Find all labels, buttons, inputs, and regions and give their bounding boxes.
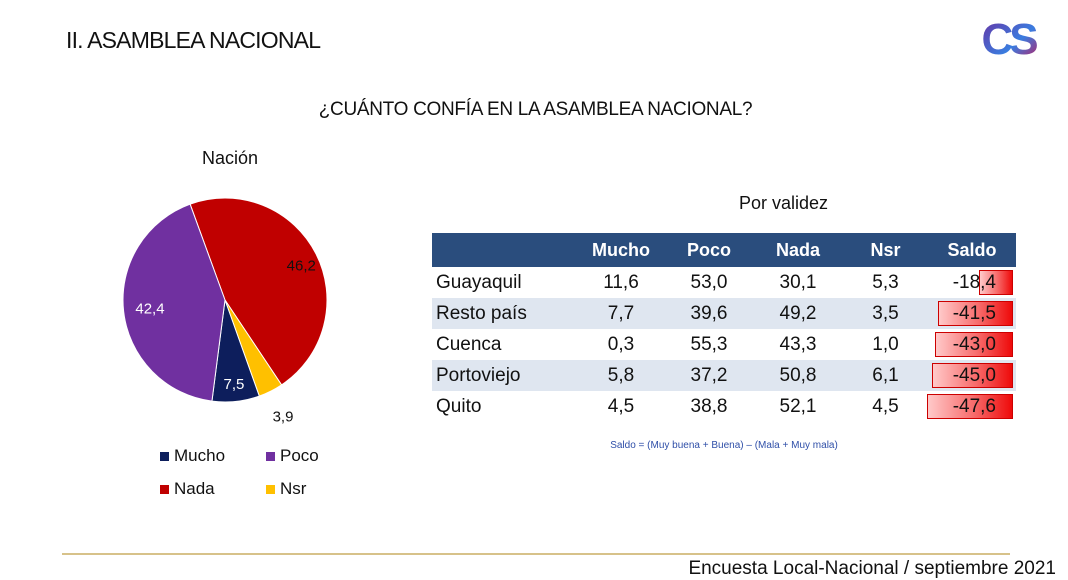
cell-nada: 52,1 (779, 395, 817, 417)
saldo-bar (938, 301, 1013, 326)
legend-label-poco: Poco (280, 446, 319, 465)
cell-poco: 53,0 (690, 271, 728, 293)
table-row: Resto país 7,7 39,6 49,2 3,5 -41,5 (432, 298, 1016, 329)
table-row: Quito 4,5 38,8 52,1 4,5 -47,6 (432, 391, 1016, 422)
saldo-bar (979, 270, 1013, 295)
cell-nada: 43,3 (779, 333, 817, 355)
svg-text:CS: CS (981, 15, 1037, 64)
col-header-poco: Poco (665, 233, 753, 267)
legend-swatch-mucho (160, 451, 169, 461)
cell-saldo: -47,6 (927, 391, 1016, 422)
table-title: Por validez (739, 193, 829, 213)
cell-nada: 49,2 (753, 298, 843, 329)
cell-mucho: 5,8 (577, 360, 665, 391)
validity-table: Mucho Poco Nada Nsr Saldo Guayaquil 11,6… (432, 233, 1016, 422)
pie-title: Nación (202, 148, 259, 168)
pie-label-poco: 42,4 (135, 300, 164, 317)
cell-nsr: 3,5 (843, 298, 928, 329)
cell-nsr: 6,1 (843, 360, 928, 391)
pie-slice-poco (122, 203, 226, 402)
legend-item-nsr: Nsr (266, 479, 306, 499)
cell-poco: 39,6 (665, 298, 753, 329)
legend-label-mucho: Mucho (174, 446, 226, 465)
cell-nada: 30,1 (779, 271, 817, 293)
cell-poco: 38,8 (690, 395, 728, 417)
cell-saldo: -43,0 (928, 329, 1016, 360)
legend-swatch-poco (266, 451, 275, 461)
saldo-value: -41,5 (952, 302, 996, 324)
cell-city: Resto país (432, 298, 577, 329)
cell-mucho: 7,7 (577, 298, 665, 329)
saldo-value: -45,0 (952, 364, 996, 386)
footer-source: Encuesta Local-Nacional / septiembre 202… (688, 558, 1056, 579)
col-header-city (432, 233, 577, 267)
cell-poco: 55,3 (690, 333, 728, 355)
chart-question: ¿CUÁNTO CONFÍA EN LA ASAMBLEA NACIONAL? (318, 99, 753, 120)
pie-label-nada: 46,2 (287, 257, 316, 274)
cell-poco: 37,2 (665, 360, 753, 391)
pie-chart: 46,2 3,9 7,5 42,4 (122, 197, 328, 426)
cell-city: Portoviejo (432, 360, 577, 391)
cell-mucho: 11,6 (603, 271, 639, 293)
col-header-nsr: Nsr (843, 233, 928, 267)
cs-logo: CS (981, 15, 1041, 64)
cell-nada: 50,8 (753, 360, 843, 391)
cell-saldo: -45,0 (928, 360, 1016, 391)
legend-label-nada: Nada (174, 479, 215, 498)
section-title: II. ASAMBLEA NACIONAL (66, 27, 321, 53)
saldo-note: Saldo = (Muy buena + Buena) – (Mala + Mu… (610, 440, 838, 451)
cell-saldo: -18,4 (928, 267, 1016, 298)
col-header-saldo: Saldo (928, 233, 1016, 267)
footer-divider (62, 553, 1010, 555)
legend-item-mucho: Mucho (160, 446, 225, 466)
legend-label-nsr: Nsr (280, 479, 307, 498)
cell-nsr: 1,0 (872, 333, 899, 355)
pie-label-mucho: 7,5 (224, 376, 245, 393)
saldo-value: -47,6 (952, 395, 996, 417)
saldo-bar (927, 394, 1013, 419)
legend-item-poco: Poco (266, 446, 319, 466)
table-row: Portoviejo 5,8 37,2 50,8 6,1 -45,0 (432, 360, 1016, 391)
saldo-value: -18,4 (952, 271, 996, 293)
cell-mucho: 0,3 (607, 333, 635, 355)
cell-nsr: 4,5 (872, 395, 899, 417)
cell-city: Quito (436, 395, 482, 417)
pie-slice-nada (189, 197, 328, 386)
cell-saldo: -41,5 (928, 298, 1016, 329)
table-header-row: Mucho Poco Nada Nsr Saldo (432, 233, 1016, 267)
saldo-value: -43,0 (952, 333, 996, 355)
col-header-mucho: Mucho (577, 233, 665, 267)
pie-label-nsr: 3,9 (273, 409, 294, 426)
cell-city: Cuenca (436, 333, 502, 355)
saldo-bar (935, 332, 1013, 357)
col-header-nada: Nada (753, 233, 843, 267)
legend-swatch-nsr (266, 484, 275, 494)
table-row: Guayaquil 11,6 53,0 30,1 5,3 -18,4 (432, 267, 1016, 298)
cell-nsr: 5,3 (872, 271, 899, 293)
legend-item-nada: Nada (160, 479, 215, 499)
legend-swatch-nada (160, 484, 169, 494)
cell-mucho: 4,5 (607, 395, 635, 417)
table-row: Cuenca 0,3 55,3 43,3 1,0 -43,0 (432, 329, 1016, 360)
cell-city: Guayaquil (436, 271, 522, 293)
saldo-bar (932, 363, 1013, 388)
